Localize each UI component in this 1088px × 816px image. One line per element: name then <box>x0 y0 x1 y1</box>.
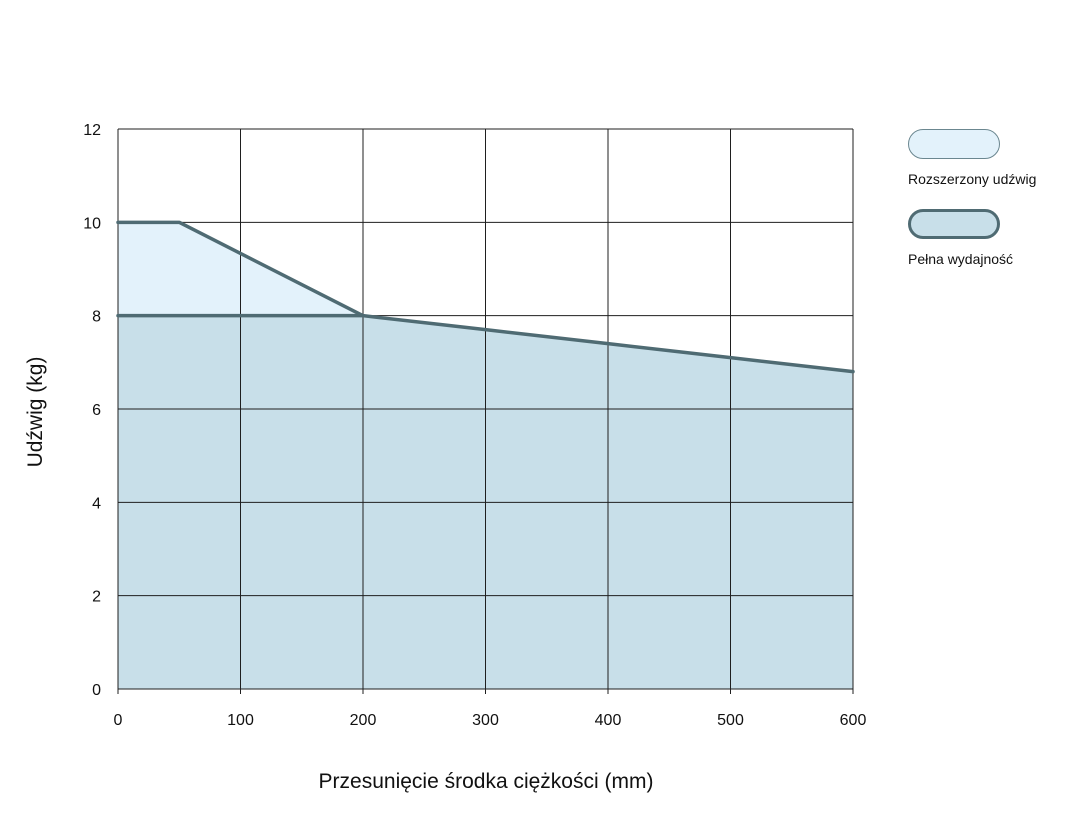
x-tick-label: 100 <box>227 712 254 729</box>
grid-overlay <box>117 128 854 694</box>
y-axis-ticks: 0 2 4 6 8 10 12 <box>83 122 101 699</box>
legend-item-full: Pełna wydajność <box>908 209 1078 267</box>
x-tick-label: 500 <box>717 712 744 729</box>
series-lines <box>116 220 855 374</box>
legend-swatch-full <box>908 209 1000 239</box>
x-axis-label: Przesunięcie środka ciężkości (mm) <box>319 770 654 793</box>
x-tick-label: 0 <box>114 712 123 729</box>
y-tick-label: 12 <box>83 122 101 139</box>
x-tick-label: 400 <box>595 712 622 729</box>
y-tick-label: 10 <box>83 215 101 232</box>
y-axis-label: Udźwig (kg) <box>24 357 47 468</box>
x-axis-ticks: 0 100 200 300 400 500 600 <box>114 712 867 729</box>
legend-label-full: Pełna wydajność <box>908 251 1014 267</box>
line-extended-capacity <box>116 220 365 318</box>
y-tick-label: 2 <box>92 589 101 606</box>
x-tick-label: 600 <box>840 712 867 729</box>
y-tick-label: 4 <box>92 495 101 512</box>
y-tick-label: 0 <box>92 682 101 699</box>
legend-label-extended: Rozszerzony udźwig <box>908 171 1037 187</box>
y-tick-label: 8 <box>92 309 101 326</box>
legend: Rozszerzony udźwig Pełna wydajność <box>908 129 1078 297</box>
y-tick-label: 6 <box>92 402 101 419</box>
x-tick-label: 300 <box>472 712 499 729</box>
legend-swatch-extended <box>908 129 1000 159</box>
legend-item-extended: Rozszerzony udźwig <box>908 129 1078 187</box>
line-full-performance <box>116 313 855 374</box>
x-tick-label: 200 <box>350 712 377 729</box>
